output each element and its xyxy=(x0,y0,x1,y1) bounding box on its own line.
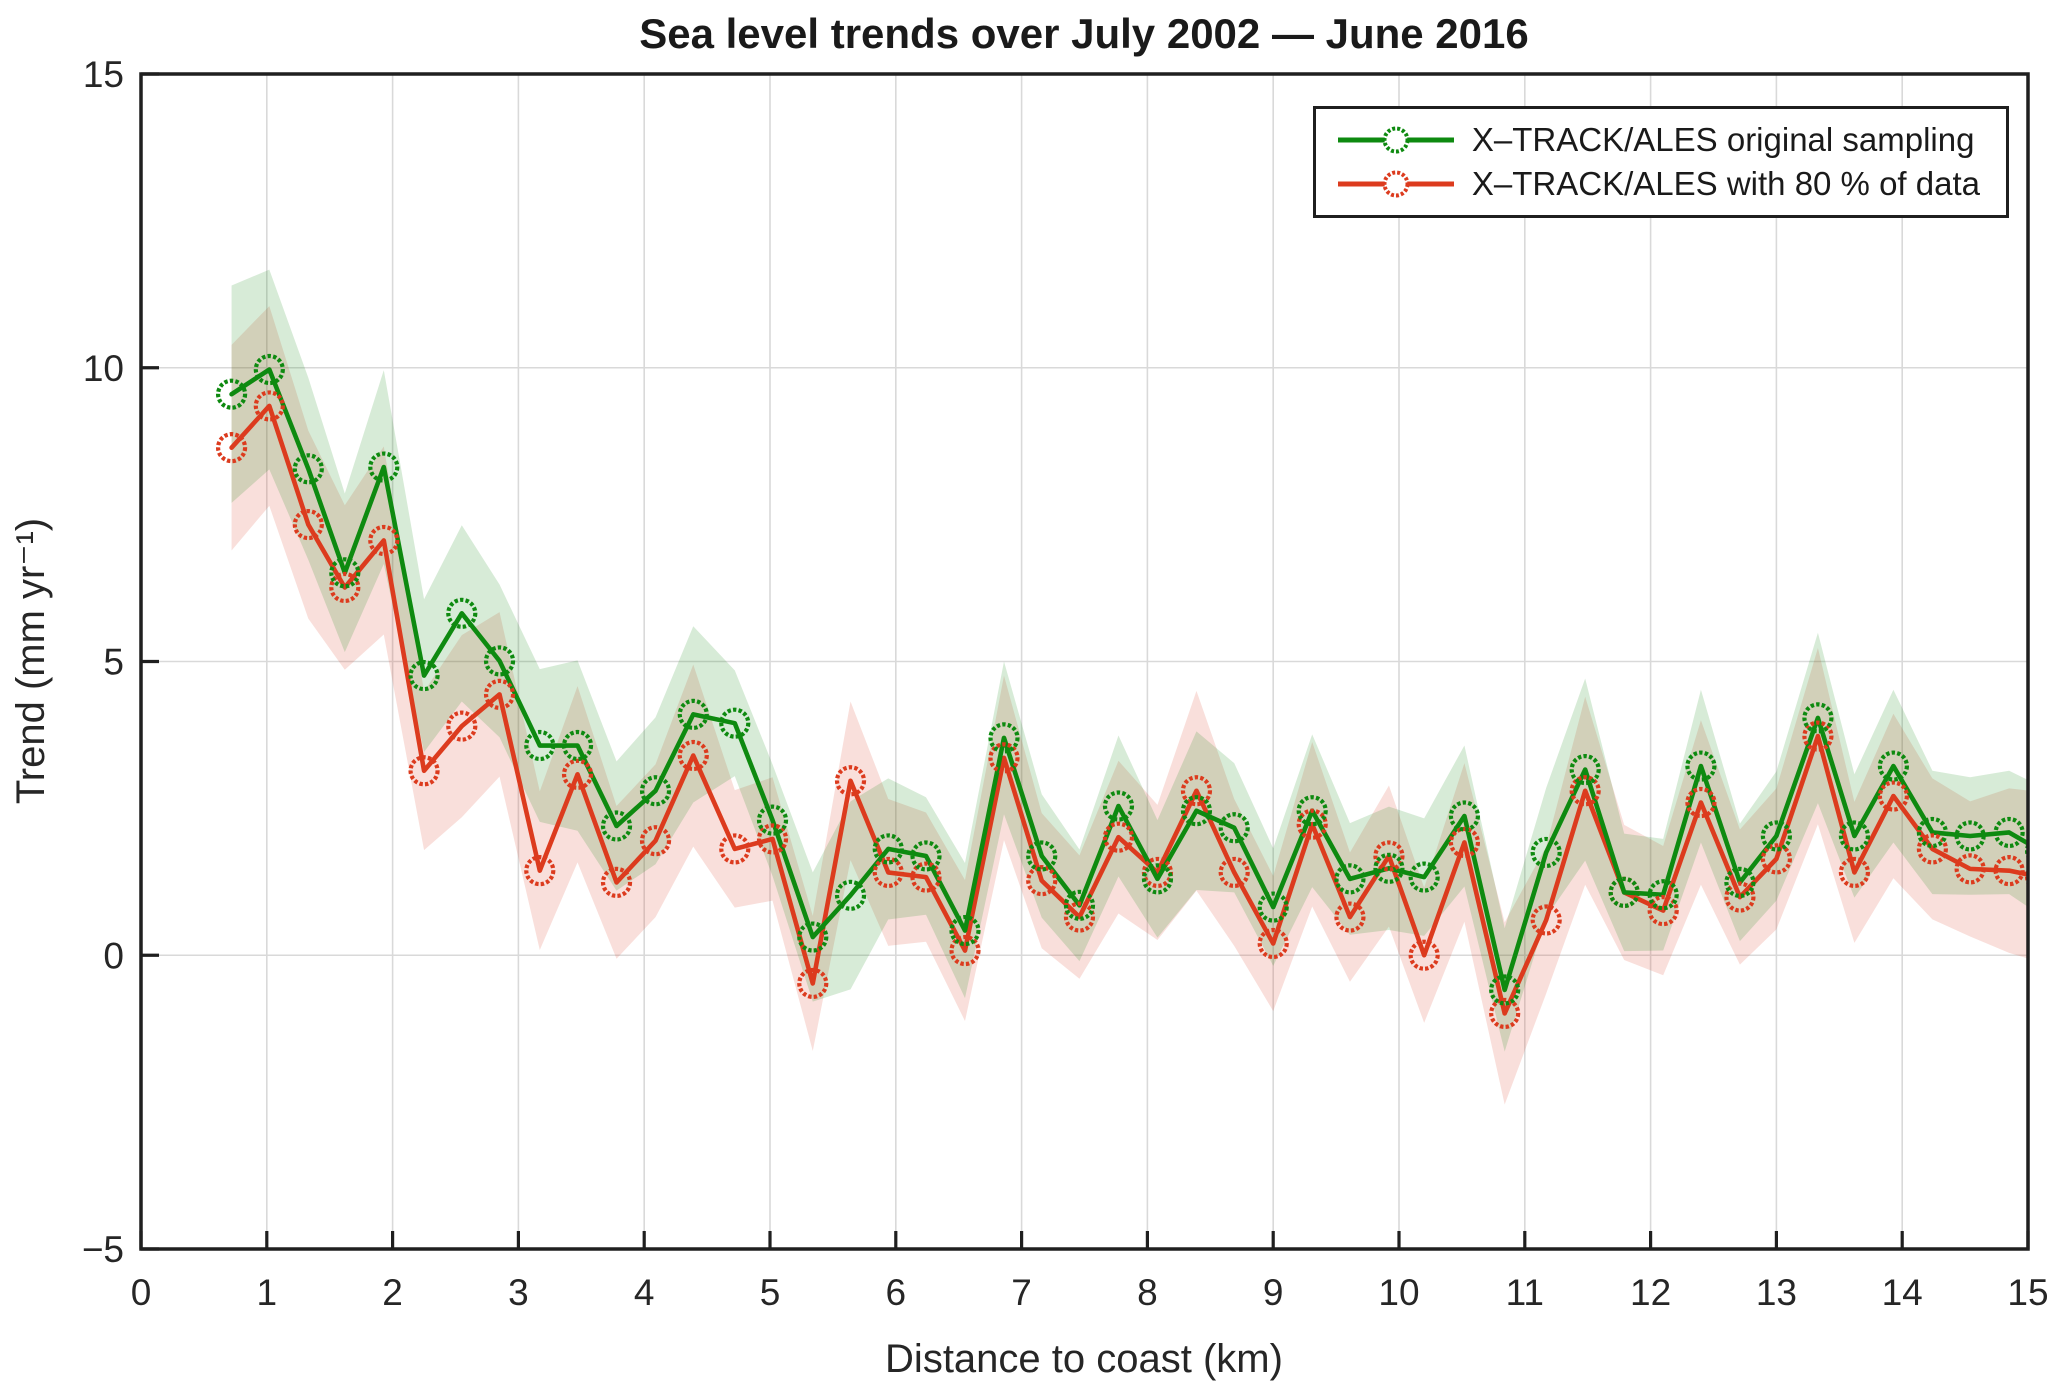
svg-text:14: 14 xyxy=(1882,1272,1923,1313)
svg-text:15: 15 xyxy=(83,54,124,95)
svg-text:11: 11 xyxy=(1506,1272,1544,1313)
svg-text:0: 0 xyxy=(131,1272,152,1313)
svg-text:3: 3 xyxy=(508,1272,529,1313)
svg-text:1: 1 xyxy=(257,1272,278,1313)
legend-item-80pct-data: X–TRACK/ALES with 80 % of data xyxy=(1336,165,1980,203)
svg-text:5: 5 xyxy=(103,642,124,683)
red-line-marker-sample xyxy=(1337,170,1454,198)
svg-text:12: 12 xyxy=(1630,1272,1671,1313)
y-axis-label: Trend (mm yr⁻¹) xyxy=(9,518,53,804)
legend-label: X–TRACK/ALES with 80 % of data xyxy=(1471,165,1980,202)
legend-label: X–TRACK/ALES original sampling xyxy=(1471,121,1975,158)
legend-item-original-sampling: X–TRACK/ALES original sampling xyxy=(1336,121,1980,159)
axis-ticks xyxy=(139,72,2030,1251)
legend-box: X–TRACK/ALES original sampling X–TRACK/A… xyxy=(1312,106,2009,218)
svg-text:9: 9 xyxy=(1263,1272,1284,1313)
svg-text:2: 2 xyxy=(382,1272,403,1313)
confidence-bands xyxy=(231,269,2028,1105)
svg-text:10: 10 xyxy=(1378,1272,1419,1313)
green-line-marker-sample xyxy=(1337,126,1454,154)
svg-text:−5: −5 xyxy=(82,1229,124,1270)
svg-text:4: 4 xyxy=(634,1272,655,1313)
data-lines xyxy=(229,367,2028,1016)
svg-text:10: 10 xyxy=(83,348,124,389)
svg-text:7: 7 xyxy=(1011,1272,1032,1313)
x-axis-label: Distance to coast (km) xyxy=(885,1337,1283,1381)
svg-text:8: 8 xyxy=(1137,1272,1158,1313)
svg-text:0: 0 xyxy=(103,935,124,976)
svg-text:13: 13 xyxy=(1756,1272,1797,1313)
chart-title: Sea level trends over July 2002 — June 2… xyxy=(639,10,1529,57)
svg-text:15: 15 xyxy=(2007,1272,2048,1313)
svg-text:6: 6 xyxy=(886,1272,907,1313)
data-markers xyxy=(215,353,2028,1030)
svg-text:5: 5 xyxy=(760,1272,781,1313)
